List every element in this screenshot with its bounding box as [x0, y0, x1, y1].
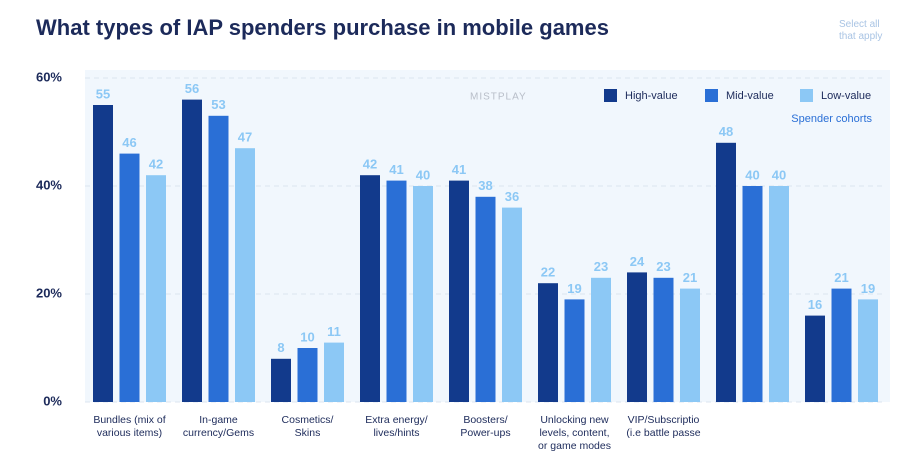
- bar: [324, 342, 344, 402]
- data-label: 40: [416, 167, 430, 182]
- bar: [146, 175, 166, 402]
- bar: [653, 277, 674, 402]
- y-tick-label: 20%: [36, 285, 62, 300]
- bar: [182, 99, 202, 402]
- bar: [235, 148, 255, 402]
- bar: [805, 315, 825, 402]
- x-tick-label: In-game currency/Gems: [182, 414, 255, 439]
- y-tick-label: 0%: [43, 393, 62, 408]
- chart-title: What types of IAP spenders purchase in m…: [36, 15, 609, 40]
- data-label: 42: [363, 157, 377, 172]
- bar: [208, 115, 229, 403]
- bar: [413, 186, 433, 402]
- bar: [831, 288, 852, 402]
- bar: [538, 283, 558, 402]
- data-label: 41: [452, 162, 466, 177]
- legend-swatch: [604, 89, 617, 102]
- data-label: 56: [185, 81, 199, 96]
- x-tick-label: Boosters/ Power-ups: [460, 414, 511, 439]
- data-label: 40: [745, 167, 759, 182]
- legend-label: Low-value: [821, 90, 871, 102]
- data-label: 16: [808, 297, 822, 312]
- bar: [564, 299, 585, 402]
- bar: [93, 105, 113, 402]
- data-label: 22: [541, 265, 555, 280]
- y-tick-label: 60%: [36, 69, 62, 84]
- x-tick-label: Unlocking new levels, content, or game m…: [538, 414, 611, 452]
- subtitle: Select all that apply: [839, 19, 883, 42]
- bar: [297, 348, 318, 402]
- data-label: 19: [861, 281, 875, 296]
- legend-label: Mid-value: [726, 90, 774, 102]
- bar: [386, 180, 407, 402]
- data-label: 11: [327, 324, 341, 339]
- legend-swatch: [705, 89, 718, 102]
- x-tick-label: Cosmetics/ Skins: [281, 414, 334, 439]
- data-label: 55: [96, 86, 110, 101]
- data-label: 38: [478, 178, 492, 193]
- legend-swatch: [800, 89, 813, 102]
- data-label: 46: [122, 135, 136, 150]
- data-label: 24: [630, 254, 645, 269]
- legend-label: High-value: [625, 90, 678, 102]
- data-label: 53: [211, 97, 225, 112]
- x-tick-label: Bundles (mix of various items): [93, 414, 166, 439]
- bar: [502, 207, 522, 402]
- bar: [858, 299, 878, 402]
- bar: [449, 180, 469, 402]
- x-tick-label: VIP/Subscriptio (i.e battle passe: [626, 414, 701, 439]
- data-label: 42: [149, 157, 163, 172]
- bar: [591, 277, 611, 402]
- data-label: 21: [834, 270, 848, 285]
- data-label: 47: [238, 130, 252, 145]
- x-tick-label: Extra energy/ lives/hints: [365, 414, 428, 439]
- bar: [360, 175, 380, 402]
- bar: [627, 272, 647, 402]
- data-label: 48: [719, 124, 733, 139]
- data-label: 40: [772, 167, 786, 182]
- bar: [271, 358, 291, 402]
- bar: [716, 142, 736, 403]
- data-label: 36: [505, 189, 519, 204]
- data-label: 41: [389, 162, 403, 177]
- bar: [769, 186, 789, 402]
- data-label: 23: [594, 259, 608, 274]
- bar: [680, 288, 700, 402]
- data-label: 19: [567, 281, 581, 296]
- data-label: 21: [683, 270, 697, 285]
- data-label: 8: [277, 340, 284, 355]
- bar: [475, 196, 496, 402]
- data-label: 23: [656, 259, 670, 274]
- data-label: 10: [300, 329, 314, 344]
- watermark: MISTPLAY: [470, 92, 527, 103]
- bar: [119, 153, 140, 402]
- y-tick-label: 40%: [36, 177, 62, 192]
- legend-title: Spender cohorts: [791, 113, 872, 125]
- bar: [742, 186, 763, 402]
